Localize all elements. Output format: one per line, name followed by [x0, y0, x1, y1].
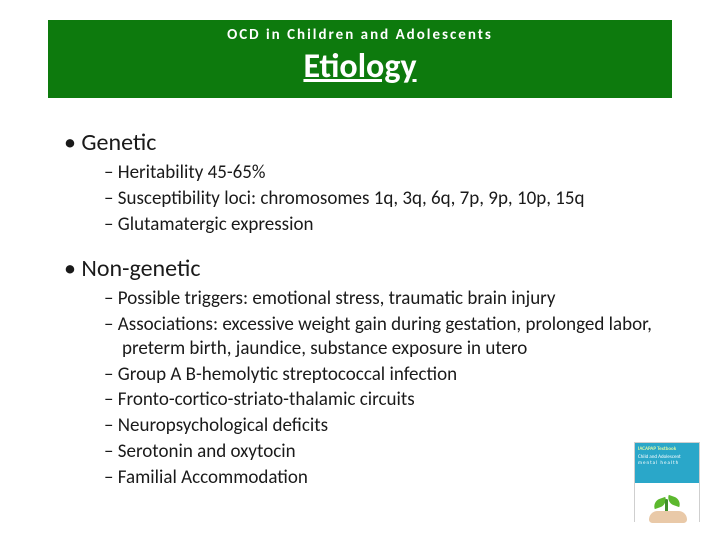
content-area: Genetic Heritability 45-65% Susceptibili…: [48, 118, 672, 507]
list-item: Susceptibility loci: chromosomes 1q, 3q,…: [104, 187, 672, 211]
section-heading-genetic: Genetic: [64, 128, 672, 157]
thumbnail-line: mental health: [638, 460, 696, 466]
hand-icon: [649, 511, 687, 523]
slide-title: Etiology: [48, 46, 672, 87]
list-item: Neuropsychological deficits: [104, 414, 672, 438]
textbook-thumbnail: IACAPAP Textbook Child and Adolescent me…: [634, 442, 700, 522]
leaf-icon: [666, 495, 682, 507]
list-item: Serotonin and oxytocin: [104, 440, 672, 464]
section-list-nongenetic: Possible triggers: emotional stress, tra…: [104, 287, 672, 489]
thumbnail-caption: IACAPAP Textbook Child and Adolescent me…: [635, 443, 699, 483]
slide-subtitle: OCD in Children and Adolescents: [48, 26, 672, 44]
list-item: Glutamatergic expression: [104, 213, 672, 237]
thumbnail-line: IACAPAP Textbook: [638, 446, 696, 452]
title-band: OCD in Children and Adolescents Etiology: [48, 20, 672, 98]
slide: OCD in Children and Adolescents Etiology…: [0, 0, 720, 540]
section-heading-nongenetic: Non-genetic: [64, 254, 672, 283]
list-item: Heritability 45-65%: [104, 161, 672, 185]
list-item: Possible triggers: emotional stress, tra…: [104, 287, 672, 311]
list-item: Fronto-cortico-striato-thalamic circuits: [104, 388, 672, 412]
section-list-genetic: Heritability 45-65% Susceptibility loci:…: [104, 161, 672, 236]
list-item: Familial Accommodation: [104, 466, 672, 490]
list-item: Group A B-hemolytic streptococcal infect…: [104, 363, 672, 387]
thumbnail-illustration: [635, 483, 699, 523]
list-item: Associations: excessive weight gain duri…: [104, 313, 672, 361]
